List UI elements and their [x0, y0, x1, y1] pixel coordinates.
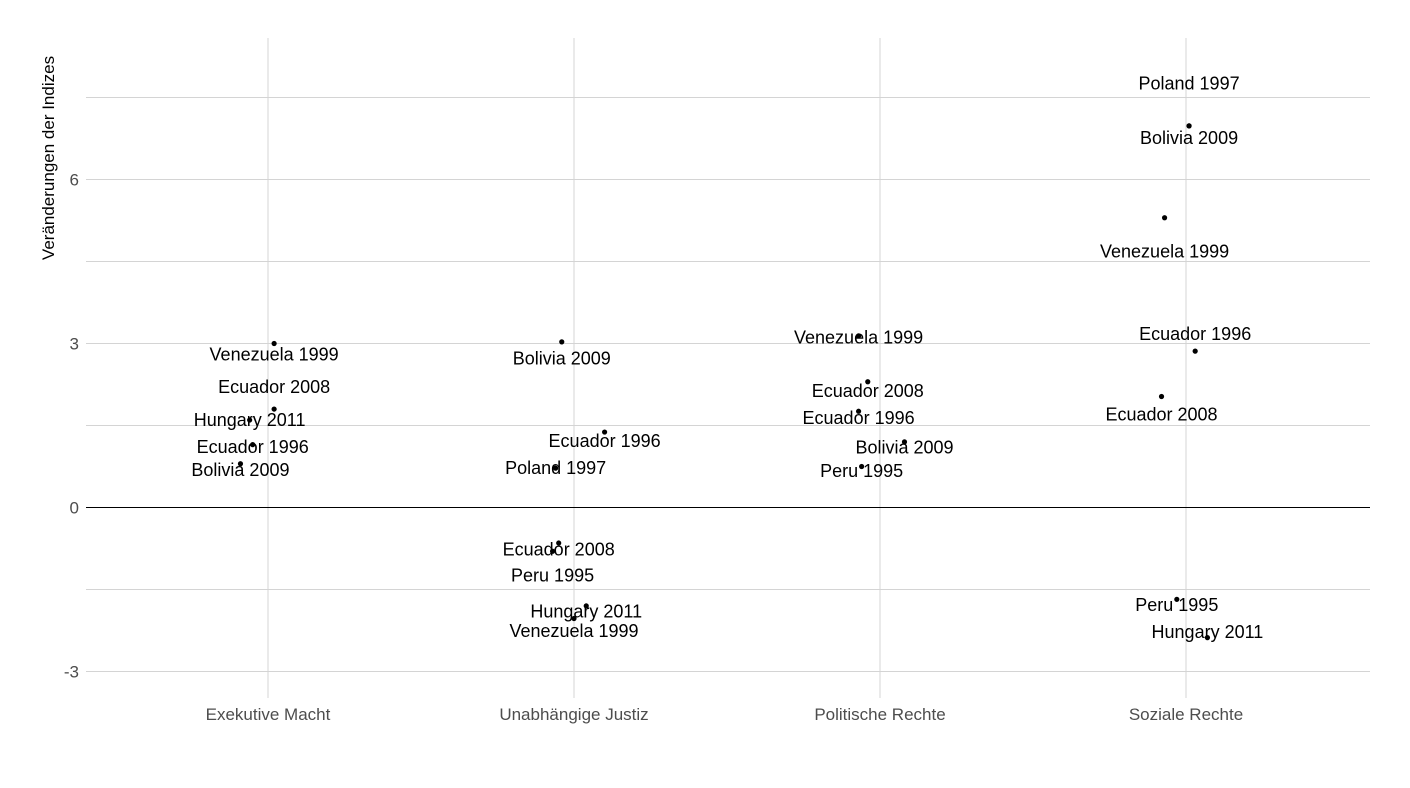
- data-point: [1186, 123, 1192, 129]
- y-tick-label: -3: [64, 663, 79, 682]
- y-tick-label: 6: [70, 170, 79, 189]
- point-label: Peru 1995: [511, 565, 594, 585]
- point-label: Venezuela 1999: [509, 621, 638, 641]
- point-label: Hungary 2011: [194, 410, 306, 430]
- data-point: [855, 408, 862, 414]
- x-tick-label: Exekutive Macht: [206, 705, 331, 724]
- point-label: Ecuador 1996: [1139, 324, 1251, 344]
- data-point: [571, 615, 577, 622]
- data-point: [1192, 348, 1198, 354]
- y-tick-label: 0: [70, 499, 79, 518]
- data-point: [855, 333, 862, 339]
- data-point: [1174, 596, 1180, 602]
- data-point: [556, 540, 562, 546]
- data-point: [859, 463, 865, 470]
- point-label: Bolivia 2009: [513, 348, 611, 368]
- y-tick-label: 3: [70, 334, 79, 353]
- point-label: Venezuela 1999: [210, 344, 339, 364]
- point-label: Bolivia 2009: [855, 437, 953, 457]
- data-point: [553, 465, 559, 471]
- point-label: Ecuador 1996: [197, 437, 309, 457]
- data-point: [271, 406, 277, 412]
- point-label: Peru 1995: [820, 461, 903, 481]
- point-label: Hungary 2011: [530, 601, 642, 621]
- point-layer: [237, 123, 1211, 641]
- point-label: Venezuela 1999: [794, 327, 923, 347]
- point-label: Poland 1997: [505, 458, 606, 478]
- point-label: Bolivia 2009: [191, 460, 289, 480]
- point-label: Ecuador 2008: [812, 381, 924, 401]
- data-point: [583, 603, 589, 609]
- point-label: Ecuador 2008: [503, 540, 615, 560]
- data-point: [602, 429, 608, 435]
- x-tick-label: Soziale Rechte: [1129, 705, 1243, 724]
- data-point: [247, 417, 253, 423]
- data-point: [1161, 215, 1168, 221]
- data-point: [559, 339, 565, 345]
- x-tick-label: Unabhängige Justiz: [499, 705, 648, 724]
- point-label: Ecuador 2008: [1105, 405, 1217, 425]
- label-layer: Venezuela 1999 Ecuador 2008 Hungary 2011 Ec…: [191, 73, 1263, 642]
- data-point: [271, 340, 277, 347]
- data-point: [549, 548, 556, 554]
- data-point: [1204, 635, 1211, 641]
- point-label: Ecuador 1996: [549, 431, 661, 451]
- data-point: [250, 442, 256, 448]
- point-label: Ecuador 2008: [218, 377, 330, 397]
- data-point: [901, 439, 908, 445]
- point-label: Ecuador 1996: [803, 408, 915, 428]
- point-label: Venezuela 1999: [1100, 242, 1229, 262]
- tick-layer: -3 0 3 6 Exekutive Macht Unabhängige Justiz Po…: [64, 170, 1243, 724]
- data-point: [865, 379, 871, 385]
- data-point: [237, 461, 244, 467]
- data-point: [1158, 393, 1165, 400]
- point-label: Hungary 2011: [1152, 622, 1264, 642]
- x-tick-label: Politische Rechte: [814, 705, 945, 724]
- point-label: Peru 1995: [1135, 595, 1218, 615]
- point-label: Poland 1997: [1139, 73, 1240, 93]
- grid-layer: [86, 38, 1370, 698]
- point-label: Bolivia 2009: [1140, 128, 1238, 148]
- y-axis-title: Veränderungen der Indizes: [39, 56, 58, 260]
